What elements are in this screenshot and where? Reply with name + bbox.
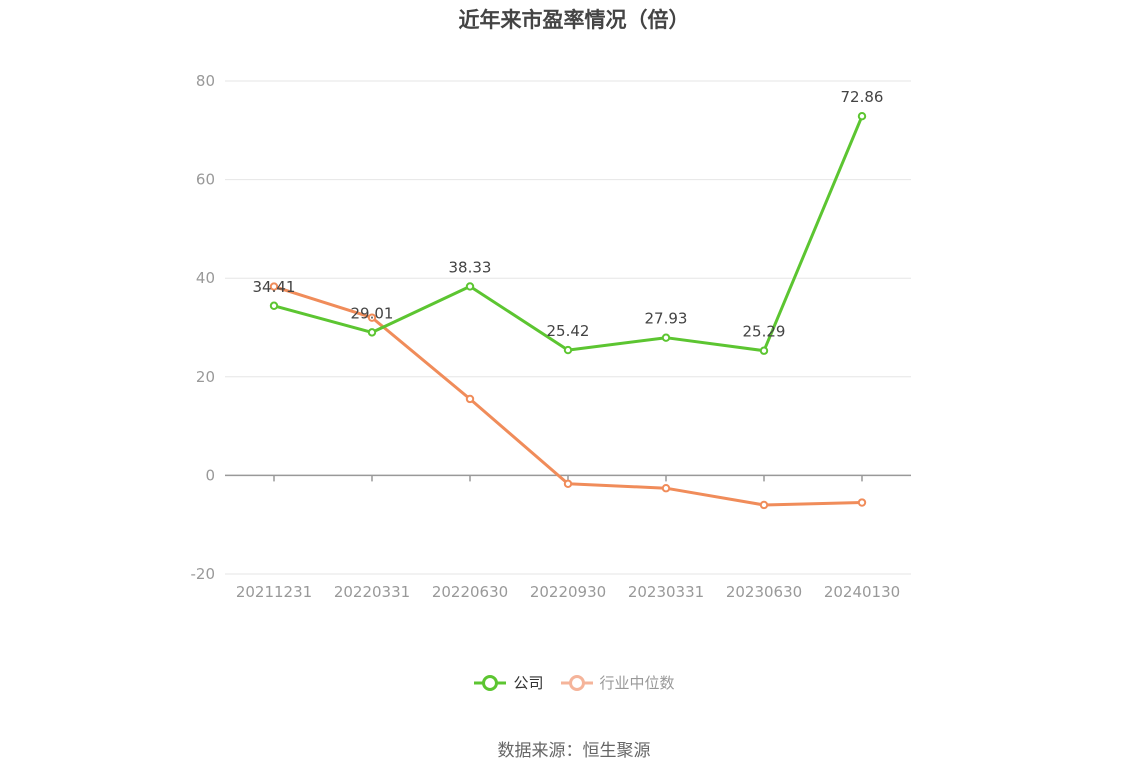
legend-label-industry: 行业中位数	[599, 674, 675, 692]
x-tick-label: 20220331	[334, 583, 410, 601]
legend-item-company[interactable]: 公司	[473, 672, 544, 693]
company-data-label: 25.29	[743, 323, 786, 341]
x-tick-label: 20230630	[726, 583, 802, 601]
company-data-point[interactable]	[367, 328, 377, 337]
legend-company-marker-icon	[474, 674, 507, 691]
company-data-point[interactable]	[465, 282, 475, 291]
industry-data-point[interactable]	[661, 484, 671, 493]
y-tick-label: -20	[191, 565, 216, 583]
industry-data-point[interactable]	[759, 500, 769, 510]
y-tick-label: 80	[196, 72, 215, 90]
x-tick-label: 20220630	[432, 583, 508, 601]
industry-data-point[interactable]	[563, 479, 573, 488]
company-data-point[interactable]	[759, 346, 769, 355]
x-tick-label: 20240130	[824, 583, 900, 601]
legend-item-industry[interactable]: 行业中位数	[560, 672, 675, 693]
data-source: 数据来源：恒生聚源	[497, 741, 651, 761]
x-tick-label: 20220930	[530, 583, 606, 601]
y-tick-label: 0	[205, 466, 215, 484]
company-data-label: 72.86	[841, 88, 884, 106]
company-data-label: 29.01	[351, 304, 394, 322]
x-tick-label: 20211231	[236, 583, 312, 601]
chart-title: 近年来市盈率情况（倍）	[458, 8, 690, 32]
company-data-label: 25.42	[547, 322, 590, 340]
industry-data-point[interactable]	[465, 394, 475, 404]
y-axis-tick-labels: -20 0 20 40 60 80	[191, 72, 216, 583]
y-tick-label: 20	[196, 368, 215, 386]
company-data-label: 38.33	[449, 258, 492, 276]
grid-lines	[225, 80, 911, 575]
industry-data-point[interactable]	[857, 498, 867, 507]
industry-data-point[interactable]	[269, 282, 279, 291]
company-data-label: 27.93	[645, 310, 688, 328]
data-labels: 34.41 29.01 38.33 25.42 27.93 25.29 72.86	[253, 88, 884, 341]
industry-data-point[interactable]	[367, 313, 377, 322]
legend: 公司 行业中位数	[0, 672, 1148, 693]
company-data-point[interactable]	[857, 112, 867, 121]
x-tick-label: 20230331	[628, 583, 704, 601]
series-points	[269, 112, 867, 510]
company-data-point[interactable]	[661, 333, 671, 342]
y-tick-label: 40	[196, 269, 215, 287]
company-data-point[interactable]	[269, 301, 279, 310]
legend-label-company: 公司	[513, 674, 544, 692]
x-axis-tick-labels: 20211231 20220331 20220630 20220930 20230331…	[236, 583, 900, 601]
company-data-label: 34.41	[253, 278, 296, 296]
company-data-point[interactable]	[563, 345, 573, 355]
y-tick-label: 60	[196, 171, 215, 189]
legend-industry-marker-icon	[560, 674, 593, 691]
